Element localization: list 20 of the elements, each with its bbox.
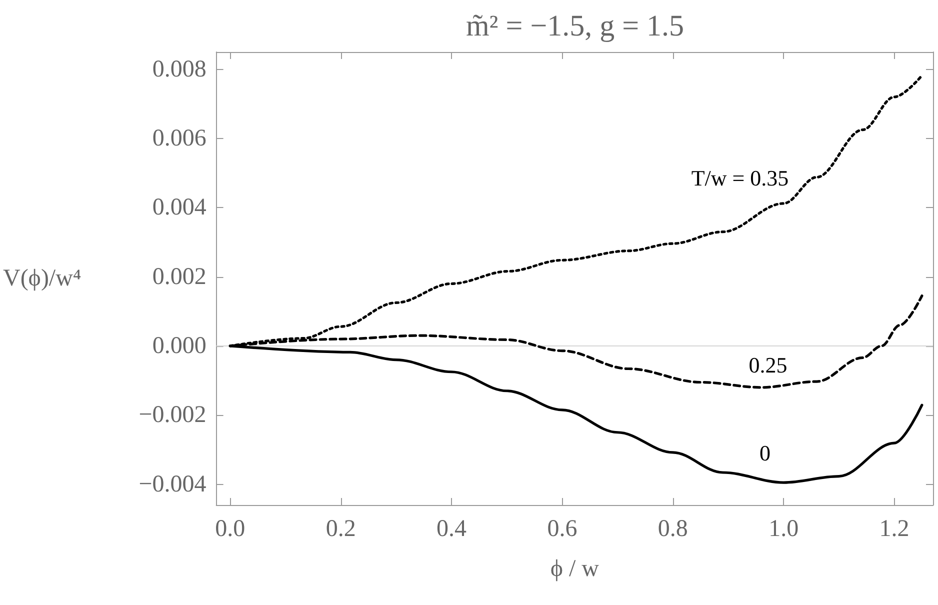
y-tick-label: 0.008: [152, 56, 206, 82]
x-tick-label: 0.4: [436, 516, 467, 542]
x-tick-label: 0.6: [547, 516, 578, 542]
x-tick-label: 0.2: [326, 516, 356, 542]
y-tick-label: 0.002: [152, 264, 206, 290]
y-tick-label: 0.006: [152, 125, 206, 152]
annotation: 0.25: [748, 352, 788, 378]
x-tick-label: 0.8: [658, 516, 688, 542]
y-tick-label: −0.002: [138, 402, 206, 428]
x-axis-title: ϕ / w: [550, 556, 600, 582]
y-axis-title: V(ϕ)/w⁴: [2, 266, 82, 292]
x-tick-label: 1.2: [879, 516, 910, 542]
y-tick-label: 0.000: [152, 332, 206, 359]
x-tick-label: 1.0: [768, 516, 799, 542]
annotation: T/w = 0.35: [691, 166, 789, 190]
y-tick-label: −0.004: [138, 471, 206, 498]
x-tick-label: 0.0: [215, 516, 246, 542]
chart-title: m̃² = −1.5, g = 1.5: [466, 10, 684, 42]
annotation: 0: [760, 440, 770, 466]
y-tick-label: 0.004: [152, 194, 206, 221]
